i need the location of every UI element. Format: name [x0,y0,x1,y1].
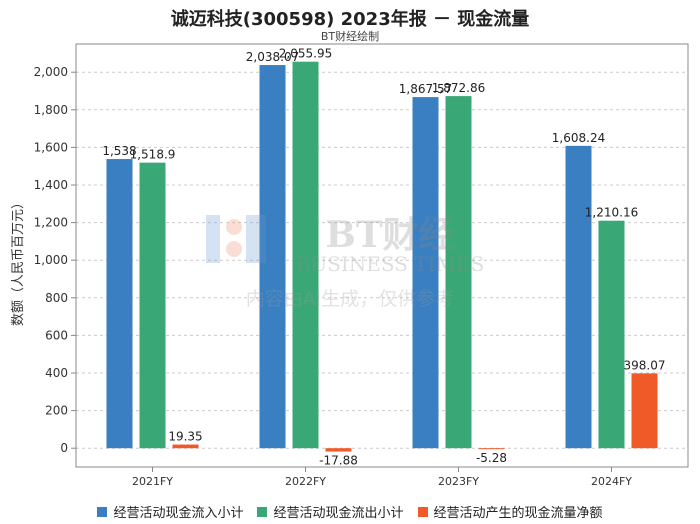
data-label: 2,038.07 [246,50,299,64]
axis-layer: 0 200 400 600 800 1,000 1,200 1,400 1,600 1,800 2,… [34,43,689,488]
data-label: -17.88 [319,454,358,468]
bar [325,448,352,452]
data-label: 1,210.16 [585,206,638,220]
bar [106,159,133,449]
data-label: 1,538 [102,144,136,158]
y-axis-label: 数额（人民币百万元） [11,196,26,326]
bar [259,65,286,449]
plot-frame [75,43,689,468]
legend-label: 经营活动产生的现金流量净额 [433,506,603,521]
x-tick-label: 2021FY [132,475,173,488]
chart-title: 诚迈科技(300598) 2023年报 － 现金流量 [170,9,530,30]
y-tick-label: 1,000 [34,253,68,267]
legend-item: 经营活动产生的现金流量净额 [417,502,603,521]
legend-swatch [257,506,268,517]
legend-label: 经营活动现金流出小计 [273,506,404,521]
bar [412,97,439,449]
y-tick-label: 400 [45,366,68,380]
data-label: 1,608.24 [552,131,605,145]
data-label: 19.35 [168,430,202,444]
bar [598,220,625,449]
legend-swatch [417,506,428,517]
bar [292,61,319,449]
grid-layer [76,71,688,449]
bar [139,162,166,449]
data-label: 398.07 [624,358,666,372]
chart-subtitle: BT财经绘制 [320,30,380,43]
y-tick-label: 0 [60,441,68,455]
y-tick-label: 200 [45,404,68,418]
y-tick-label: 1,600 [34,140,68,154]
legend-item: 经营活动现金流入小计 [97,502,243,521]
bar [565,145,592,449]
data-label: 1,872.86 [432,81,485,95]
x-tick-label: 2022FY [285,475,326,488]
y-tick-label: 800 [45,291,68,305]
y-tick-label: 1,200 [34,216,68,230]
y-tick-label: 1,800 [34,103,68,117]
legend-item: 经营活动现金流出小计 [257,502,404,521]
x-tick-label: 2024FY [591,475,632,488]
bar [631,373,658,449]
data-label: 1,518.9 [130,148,176,162]
legend-label: 经营活动现金流入小计 [113,506,244,521]
x-tick-label: 2023FY [438,475,479,488]
data-label: 2,055.95 [279,47,332,61]
bar [478,448,505,450]
data-label: 1,867.57 [399,82,452,96]
bar [445,96,472,449]
bar-layer [106,61,658,452]
data-label: -5.28 [476,451,507,465]
y-tick-label: 2,000 [34,65,68,79]
legend-swatch [97,506,108,517]
y-tick-label: 1,400 [34,178,68,192]
legend: 经营活动现金流入小计 经营活动现金流出小计 经营活动产生的现金流量净额 [0,502,700,521]
bar [172,444,199,449]
y-tick-label: 600 [45,328,68,342]
